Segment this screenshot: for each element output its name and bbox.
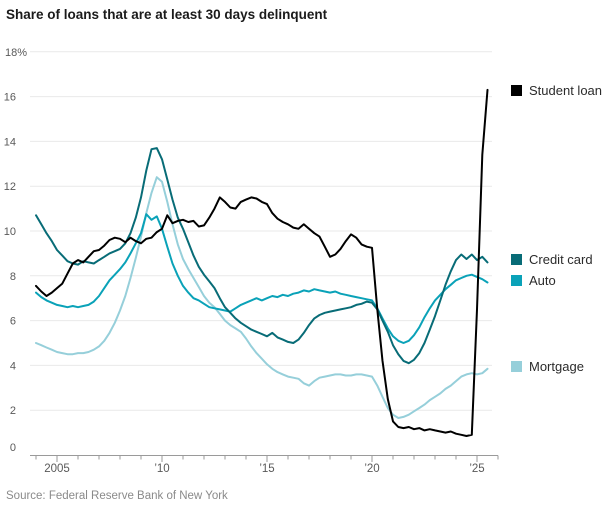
- legend-item-credit-card: Credit card: [511, 252, 593, 267]
- series-line-auto: [35, 213, 489, 344]
- x-axis-label: ’25: [469, 463, 484, 475]
- legend-item-mortgage: Mortgage: [511, 359, 584, 374]
- source-note: Source: Federal Reserve Bank of New York: [6, 490, 228, 502]
- y-axis-label: 16: [4, 92, 16, 104]
- y-axis-label: 6: [10, 316, 16, 328]
- y-axis-label: 12: [4, 181, 16, 193]
- auto-swatch: [511, 275, 522, 286]
- legend-label-student-loan: Student loan: [529, 83, 603, 98]
- legend-label-auto: Auto: [529, 273, 556, 288]
- legend-label-mortgage: Mortgage: [529, 359, 584, 374]
- chart-title: Share of loans that are at least 30 days…: [6, 7, 328, 22]
- y-axis-label: 0: [10, 442, 16, 454]
- y-axis-label: 4: [10, 360, 16, 372]
- x-axis-label: 2005: [44, 463, 70, 475]
- series-line-mortgage: [35, 176, 489, 419]
- y-axis-label: 8: [10, 271, 16, 283]
- line-chart-canvas: 18% 16 14 12 10 8 6 4 2 0 2005 ’10 ’15 ’20 ’25: [4, 47, 499, 475]
- y-axis-label: 14: [4, 136, 16, 148]
- mortgage-swatch: [511, 361, 522, 372]
- series-line-student-loan: [35, 88, 489, 437]
- x-axis-label: ’20: [364, 463, 379, 475]
- series-line-credit-card: [35, 147, 489, 365]
- y-axis-label: 2: [10, 405, 16, 417]
- x-axis-label: ’15: [259, 463, 274, 475]
- legend-item-student-loan: Student loan: [511, 83, 602, 98]
- legend-label-credit-card: Credit card: [529, 252, 593, 267]
- y-axis-label: 10: [4, 226, 16, 238]
- y-axis-label: 18%: [5, 47, 27, 59]
- credit-card-swatch: [511, 254, 522, 265]
- legend-item-auto: Auto: [511, 273, 556, 288]
- x-axis-label: ’10: [154, 463, 169, 475]
- student-loan-swatch: [511, 85, 522, 96]
